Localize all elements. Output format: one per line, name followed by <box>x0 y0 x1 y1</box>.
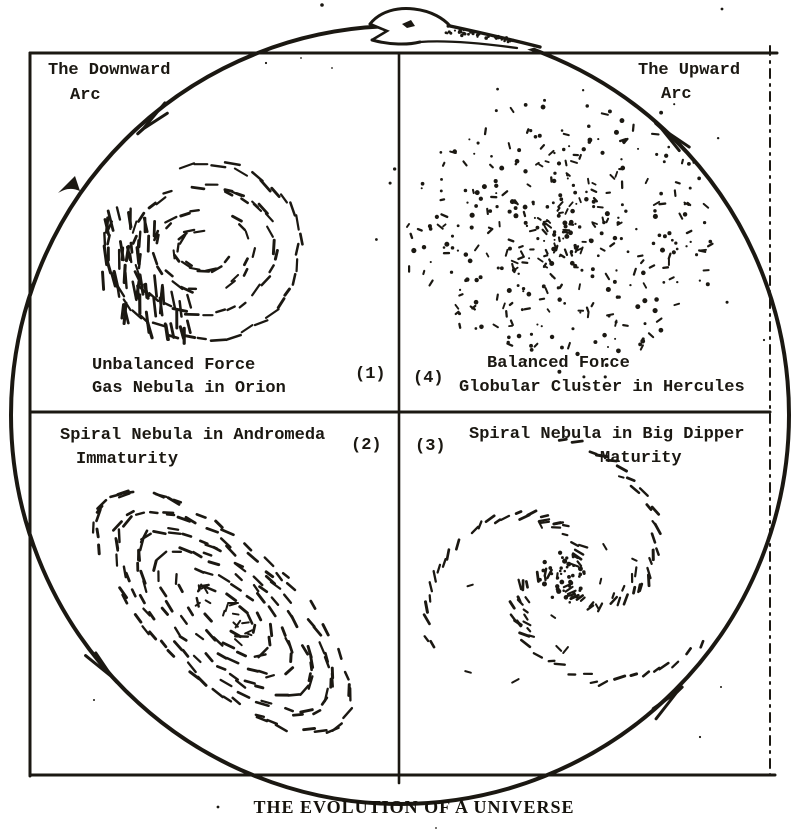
quadrant1-number: (1) <box>355 365 386 384</box>
figure-caption: THE EVOLUTION OF A UNIVERSE <box>253 797 575 817</box>
globular-cluster-hercules-figure <box>375 87 729 379</box>
gas-nebula-orion-figure <box>101 161 304 345</box>
flow-arrowhead-icon <box>136 101 169 136</box>
upward-arc-label-line2: Arc <box>661 85 692 104</box>
quadrant2-number: (2) <box>351 436 382 455</box>
paper-specks <box>93 3 766 829</box>
quadrant3-caption-line2: Maturity <box>600 449 682 468</box>
quadrant4-caption-line2: Globular Cluster in Hercules <box>459 378 745 397</box>
spiral-nebula-big-dipper-figure <box>422 437 705 687</box>
ouroboros-serpent-head-icon <box>368 7 542 51</box>
quadrant2-caption-line1: Spiral Nebula in Andromeda <box>60 426 326 445</box>
quadrant4-caption-line1: Balanced Force <box>487 354 630 373</box>
flow-arrowhead-icon <box>651 685 684 721</box>
quadrant3-number: (3) <box>415 437 446 456</box>
upward-arc-label-line1: The Upward <box>638 61 741 80</box>
downward-arc-label-line1: The Downward <box>48 61 171 80</box>
quadrant3-caption-line1: Spiral Nebula in Big Dipper <box>469 425 745 444</box>
quadrant2-caption-line2: Immaturity <box>76 450 179 469</box>
flow-arrowhead-icon <box>84 651 119 684</box>
quadrant1-caption-line2: Gas Nebula in Orion <box>92 379 286 398</box>
quadrant1-caption-line1: Unbalanced Force <box>92 356 256 375</box>
circle-barb-icon <box>58 176 80 193</box>
quadrant4-number: (4) <box>413 369 444 388</box>
quadrant-frame <box>28 45 779 785</box>
downward-arc-label-line2: Arc <box>70 86 101 105</box>
flow-arrowhead-icon <box>654 121 691 153</box>
spiral-nebula-andromeda-figure <box>91 489 354 734</box>
